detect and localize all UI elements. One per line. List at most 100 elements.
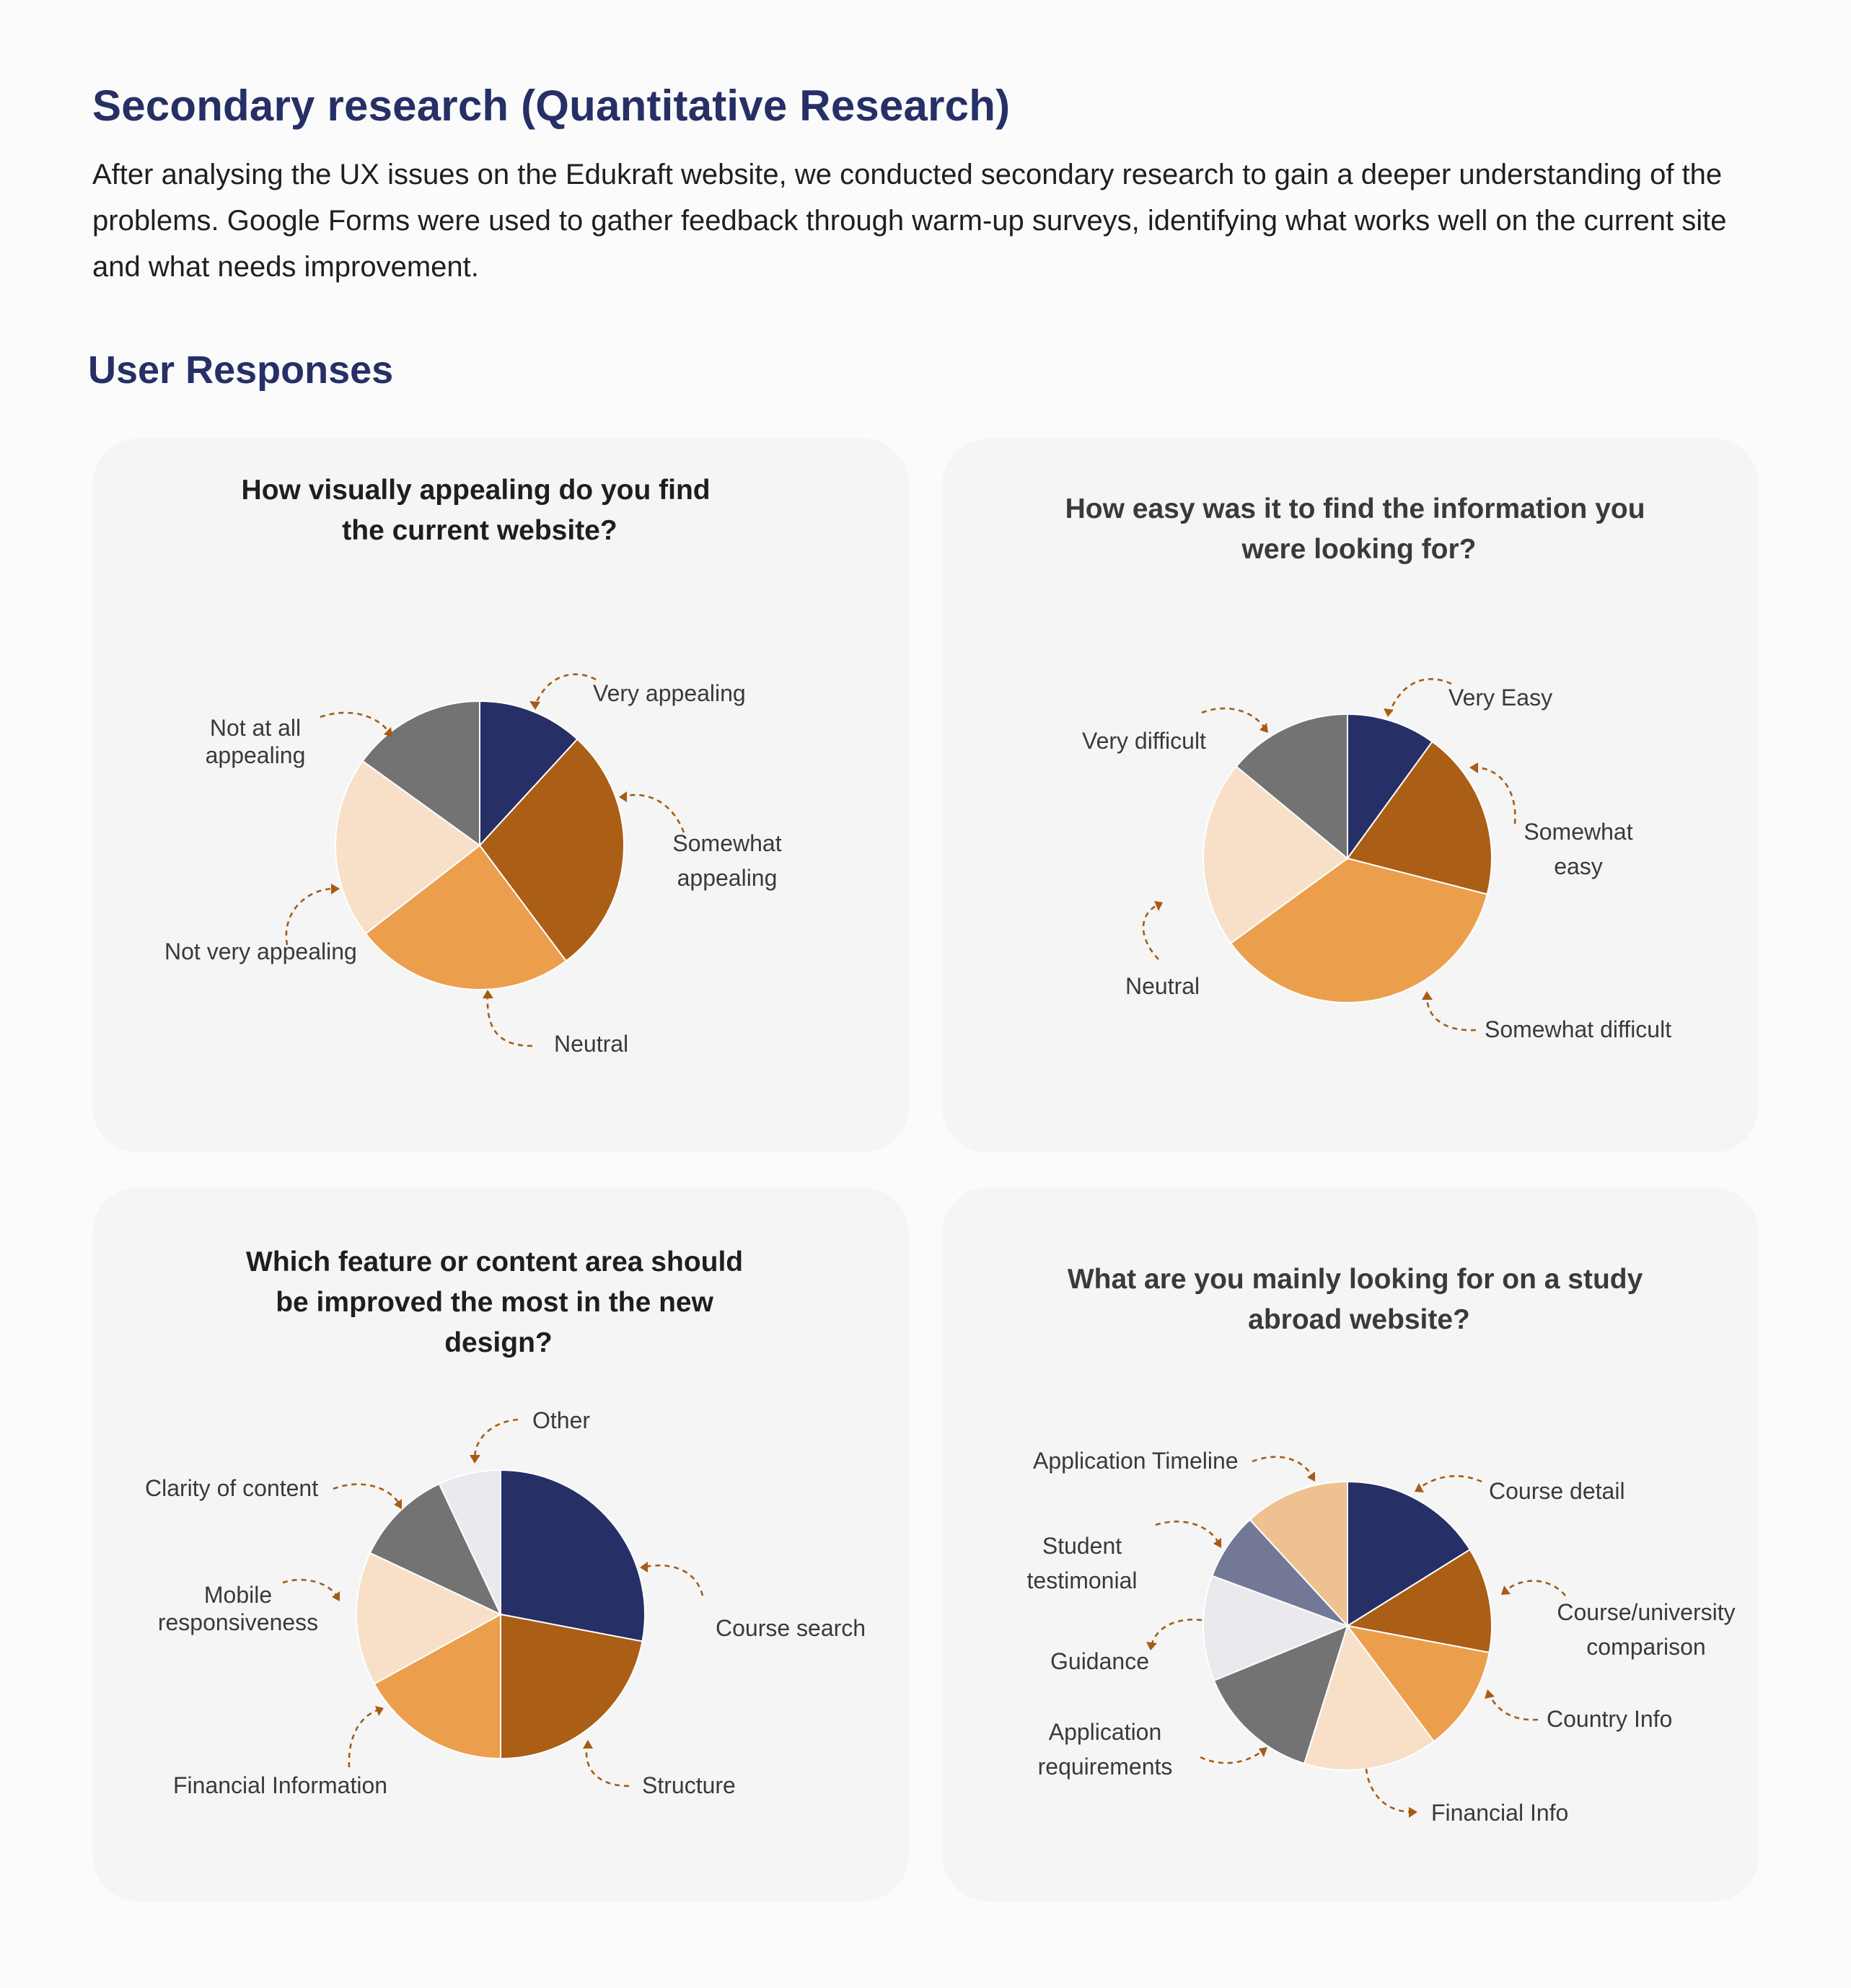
chart-title-line-2: abroad website? (1248, 1304, 1470, 1335)
arrow-guidance (1150, 1619, 1203, 1647)
arrow-head-icon (1415, 1483, 1424, 1492)
chart-title-line-3: design? (444, 1327, 553, 1358)
pie-slice-somewhat-appealing (478, 738, 625, 962)
pie-slice-country-info (1345, 1624, 1490, 1743)
arrow-very-difficult (1201, 707, 1267, 729)
slice-label-application-requirements: Application requirements (1038, 1719, 1173, 1780)
arrow-head-icon (1259, 723, 1268, 733)
arrow-head-icon (483, 990, 493, 998)
slice-label-mobile-responsiveness: Mobile responsiveness (158, 1582, 318, 1635)
slice-label-clarity-of-content: Clarity of content (145, 1475, 318, 1501)
chart-title-line-1: How visually appealing do you find (242, 475, 711, 506)
arrow-mobile-responsiveness (282, 1578, 339, 1598)
arrow-head-icon (331, 884, 340, 894)
arrow-financial-information (348, 1708, 380, 1768)
page-title: Secondary research (Quantitative Researc… (92, 82, 1011, 130)
arrow-head-icon (375, 1706, 384, 1716)
pie-slice-somewhat-difficult (1229, 857, 1488, 1003)
chart-title: How easy was it to find the information … (1065, 493, 1653, 565)
section-title: User Responses (88, 348, 394, 392)
arrow-head-icon (583, 1740, 593, 1749)
arrow-somewhat-easy (1474, 766, 1516, 824)
pie-chart-ease-of-finding: How easy was it to find the information … (1065, 493, 1672, 1042)
arrow-very-easy (1388, 678, 1452, 713)
arrow-head-icon (1307, 1472, 1315, 1482)
arrow-head-icon (1259, 1747, 1267, 1757)
slice-label-student-testimonial: Student testimonial (1027, 1533, 1138, 1593)
slice-label-somewhat-appealing: Somewhat appealing (672, 830, 781, 891)
chart-title-line-2: be improved the most in the new (276, 1287, 713, 1318)
slice-label-country-info: Country Info (1547, 1706, 1672, 1732)
chart-title-line-1: Which feature or content area should (246, 1246, 743, 1277)
arrow-head-icon (470, 1455, 480, 1464)
slice-label-course-university-comparison: Course/university comparison (1557, 1599, 1735, 1660)
chart-title-line-1: How easy was it to find the information … (1065, 493, 1645, 524)
arrow-head-icon (1422, 991, 1433, 1000)
pie-slice-somewhat-easy (1346, 740, 1492, 895)
slice-label-course-detail: Course detail (1489, 1478, 1625, 1504)
arrow-course-university-comparison (1504, 1580, 1566, 1596)
intro-paragraph: After analysing the UX issues on the Edu… (92, 159, 1727, 283)
arrow-head-icon (529, 701, 540, 710)
arrow-neutral (486, 993, 533, 1047)
arrow-head-icon (1485, 1689, 1495, 1699)
arrow-somewhat-difficult (1425, 995, 1477, 1032)
arrow-head-icon (394, 1499, 402, 1509)
slice-label-neutral: Neutral (554, 1031, 628, 1057)
pie-chart-improvement-area: Which feature or content area should be … (145, 1246, 866, 1798)
arrow-country-info (1487, 1693, 1539, 1721)
chart-card-study-abroad-needs: What are you mainly looking for on a stu… (942, 1187, 1759, 1901)
pie-slice-very-appealing (479, 700, 579, 848)
slice-label-somewhat-easy: Somewhat easy (1524, 819, 1632, 879)
arrow-clarity-of-content (333, 1483, 401, 1505)
arrow-application-requirements (1200, 1749, 1265, 1764)
arrow-neutral (1142, 903, 1159, 960)
pie-slice-very-difficult (1235, 713, 1348, 861)
slice-label-guidance: Guidance (1050, 1648, 1149, 1674)
slice-label-structure: Structure (642, 1772, 736, 1798)
chart-title-line-2: the current website? (342, 515, 617, 546)
pie-slice-application-requirements (1213, 1624, 1349, 1765)
chart-card-visual-appeal: How visually appealing do you find the c… (92, 439, 909, 1153)
slice-label-very-easy: Very Easy (1448, 685, 1552, 711)
arrow-financial-info (1365, 1768, 1413, 1813)
chart-title: What are you mainly looking for on a stu… (1068, 1264, 1650, 1335)
pie-slice-not-very-appealing (335, 760, 481, 935)
slice-label-course-search: Course search (716, 1615, 866, 1641)
arrow-head-icon (1146, 1642, 1157, 1650)
arrow-head-icon (332, 1591, 340, 1601)
arrow-not-at-all-appealing (320, 711, 391, 734)
arrow-other (473, 1418, 519, 1459)
pie-slice-structure (500, 1613, 643, 1760)
pie-slice-very-easy (1347, 713, 1433, 861)
arrow-not-very-appealing (285, 887, 335, 946)
pie-slice-guidance (1203, 1575, 1350, 1682)
chart-title: Which feature or content area should be … (246, 1246, 751, 1358)
slice-label-not-very-appealing: Not very appealing (164, 938, 357, 964)
slice-label-very-appealing: Very appealing (593, 680, 746, 706)
pie-chart-study-abroad-needs: What are you mainly looking for on a stu… (1027, 1264, 1736, 1826)
pie-slice-other (438, 1469, 501, 1615)
pie-slice-neutral (1203, 765, 1349, 944)
arrow-somewhat-appealing (623, 793, 685, 833)
pie-slice-financial-information (373, 1613, 501, 1760)
arrow-head-icon (619, 791, 627, 802)
pie-slice-course-detail (1347, 1480, 1472, 1627)
chart-title-line-2: were looking for? (1241, 534, 1476, 565)
pie-slice-course-university-comparison (1345, 1548, 1492, 1654)
pie-slice-clarity-of-content (369, 1482, 503, 1617)
arrow-application-timeline (1252, 1456, 1314, 1478)
arrow-head-icon (1501, 1585, 1511, 1595)
pie-slice-neutral (364, 844, 568, 990)
arrow-student-testimonial (1155, 1521, 1221, 1544)
arrow-head-icon (640, 1562, 648, 1573)
chart-card-improvement-area: Which feature or content area should be … (92, 1187, 909, 1901)
arrow-course-detail (1417, 1474, 1482, 1490)
slice-label-application-timeline: Application Timeline (1033, 1448, 1239, 1474)
chart-title: How visually appealing do you find the c… (242, 475, 718, 546)
arrow-head-icon (1213, 1538, 1221, 1548)
arrow-head-icon (1469, 762, 1478, 773)
slice-label-somewhat-difficult: Somewhat difficult (1485, 1016, 1671, 1042)
arrow-head-icon (1409, 1807, 1417, 1818)
arrow-head-icon (1154, 901, 1163, 911)
